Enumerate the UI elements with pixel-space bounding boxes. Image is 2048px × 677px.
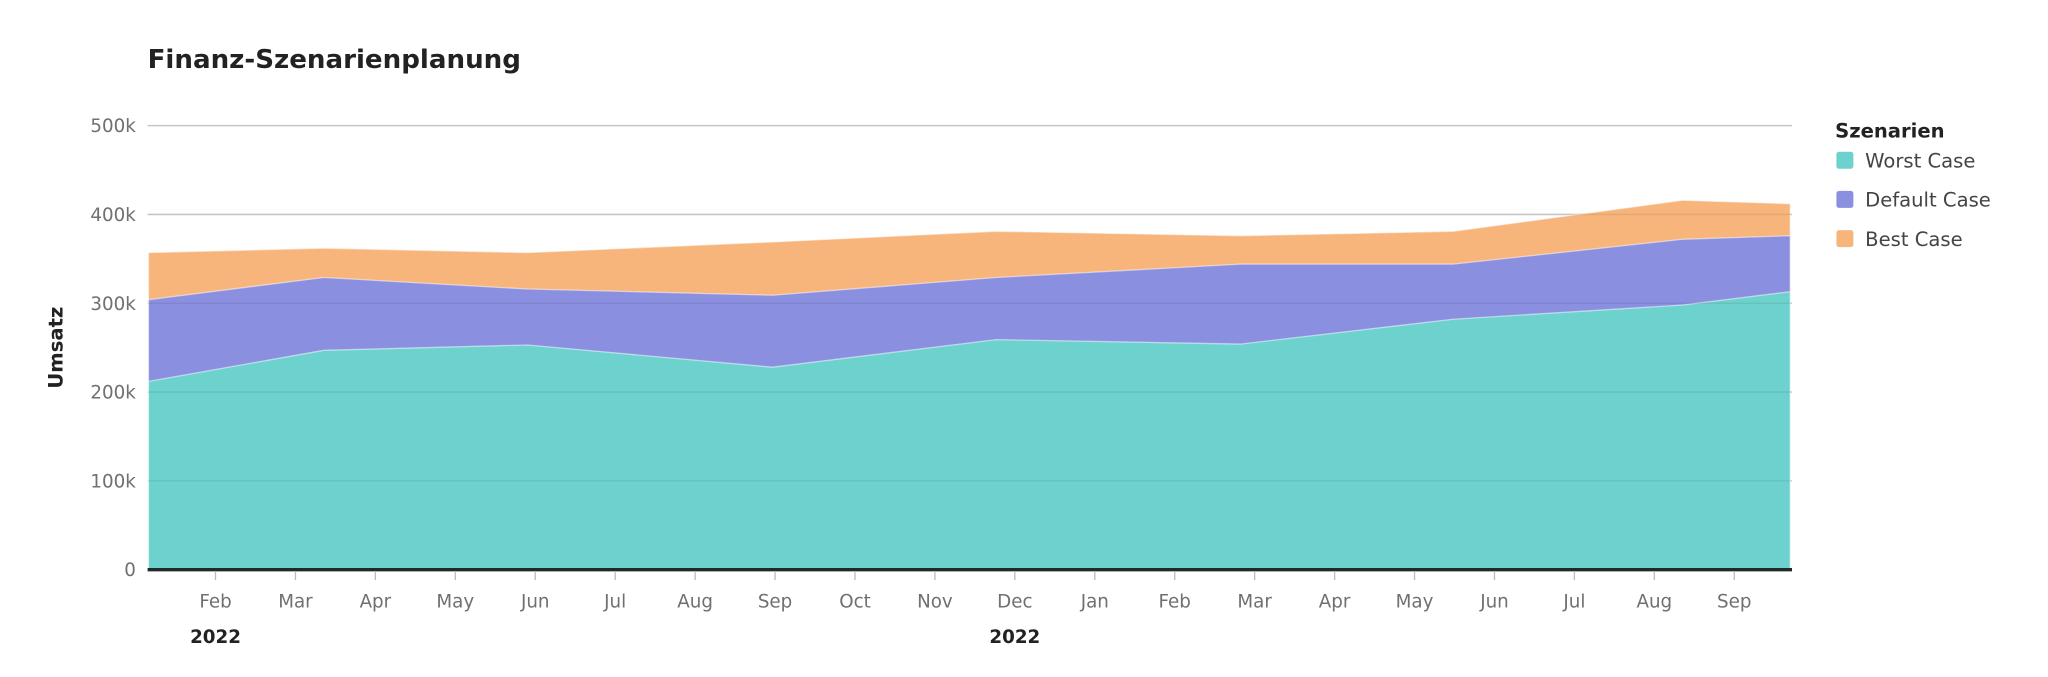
x-tick-label: Nov: [917, 592, 953, 613]
x-tick-label: Apr: [1319, 592, 1351, 613]
y-axis-title: Umsatz: [45, 307, 68, 389]
x-tick-label: Dec: [997, 592, 1032, 613]
x-year-label: 2022: [190, 627, 241, 648]
legend-swatch-best-case: [1836, 230, 1854, 248]
plot-areas: [147, 199, 1791, 571]
x-tick-label: Mar: [1237, 592, 1272, 613]
x-tick-label: Jun: [520, 592, 550, 613]
gridlines-overlay: [147, 124, 1792, 482]
x-tick-label: Jul: [603, 592, 626, 613]
legend-item-worst-case: Worst Case: [1865, 149, 1975, 172]
x-tick-label: Feb: [199, 592, 231, 613]
y-tick-label: 0: [124, 560, 136, 581]
y-axis-ticks: 0 100k 200k 300k 400k 500k: [90, 116, 136, 581]
x-tick-label: Sep: [758, 592, 792, 613]
chart-title: Finanz-Szenarienplanung: [148, 45, 521, 75]
y-tick-label: 500k: [90, 116, 136, 137]
x-tick-label: Feb: [1159, 592, 1191, 613]
area-worst-case: [147, 290, 1791, 571]
legend-swatch-default-case: [1836, 190, 1854, 208]
x-tick-label: Jun: [1479, 592, 1509, 613]
x-tick-label: Aug: [1636, 592, 1672, 613]
x-tick-label: May: [436, 592, 474, 613]
legend-title: Szenarien: [1835, 119, 1945, 142]
legend: Szenarien Worst Case Default Case Best Cas…: [1835, 119, 1991, 250]
x-tick-label: Oct: [839, 592, 871, 613]
y-tick-label: 400k: [90, 205, 136, 226]
y-tick-label: 200k: [90, 383, 136, 404]
x-axis-ticks: Feb Mar Apr May Jun Jul Aug Sep Oct Nov Dec Jan Feb M…: [190, 570, 1751, 648]
x-tick-label: Aug: [677, 592, 713, 613]
legend-swatch-worst-case: [1836, 151, 1854, 169]
x-tick-label: Sep: [1717, 592, 1751, 613]
y-tick-label: 300k: [90, 294, 136, 315]
x-tick-label: Mar: [278, 592, 313, 613]
legend-item-default-case: Default Case: [1865, 189, 1991, 212]
x-tick-label: Jul: [1562, 592, 1585, 613]
x-year-label: 2022: [989, 627, 1040, 648]
x-tick-label: Jan: [1080, 592, 1109, 613]
legend-item-best-case: Best Case: [1865, 228, 1963, 251]
x-tick-label: Apr: [360, 592, 392, 613]
x-tick-label: May: [1396, 592, 1434, 613]
y-tick-label: 100k: [90, 471, 136, 492]
